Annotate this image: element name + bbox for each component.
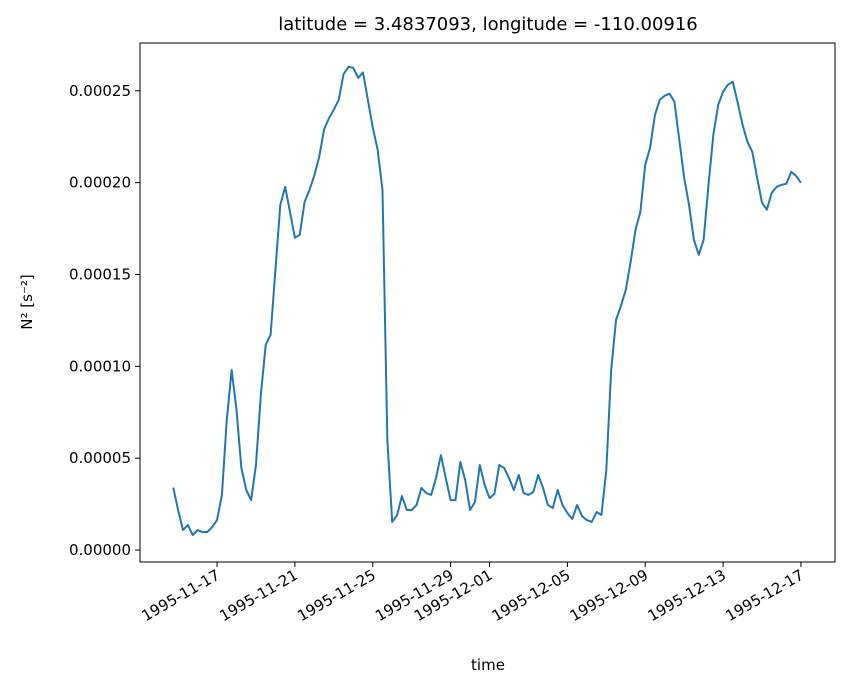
x-tick-label: 1995-12-13 bbox=[645, 566, 730, 625]
y-tick-label: 0.00010 bbox=[69, 357, 131, 375]
x-tick-label: 1995-11-21 bbox=[216, 566, 301, 625]
data-line bbox=[172, 65, 802, 536]
x-tick-label: 1995-12-09 bbox=[567, 566, 652, 625]
x-tick-label: 1995-11-17 bbox=[139, 566, 224, 625]
x-tick-label: 1995-12-05 bbox=[489, 566, 574, 625]
y-axis-label: N² [s⁻²] bbox=[18, 274, 36, 329]
y-tick-label: 0.00025 bbox=[69, 82, 131, 100]
chart-title: latitude = 3.4837093, longitude = -110.0… bbox=[278, 14, 698, 35]
y-tick-label: 0.00020 bbox=[69, 174, 131, 192]
y-tick-label: 0.00005 bbox=[69, 449, 131, 467]
plot-frame bbox=[139, 42, 836, 563]
x-tick-label: 1995-11-25 bbox=[294, 566, 379, 625]
x-axis-label: time bbox=[471, 656, 505, 674]
y-tick-label: 0.00000 bbox=[69, 541, 131, 559]
y-tick-label: 0.00015 bbox=[69, 265, 131, 283]
x-tick-label: 1995-12-17 bbox=[722, 566, 807, 625]
